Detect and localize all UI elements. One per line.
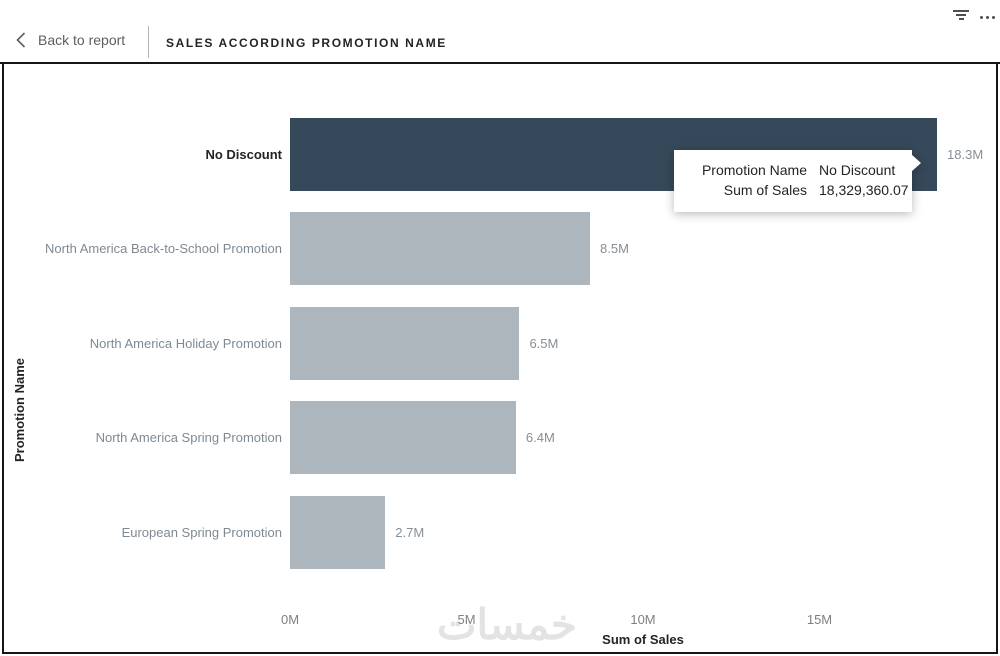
category-label: No Discount — [205, 146, 282, 162]
x-axis: Sum of Sales 0M 5M 10M 15M — [281, 612, 996, 652]
bar-value-label: 6.5M — [529, 335, 559, 351]
chevron-left-icon — [16, 32, 26, 48]
tooltip-row-value: No Discount — [819, 162, 896, 178]
page-title: SALES ACCORDING PROMOTION NAME — [166, 36, 447, 50]
header-divider — [148, 26, 149, 58]
chart-row: European Spring Promotion 2.7M — [4, 485, 1000, 580]
chart-row: North America Holiday Promotion 6.5M — [4, 296, 1000, 391]
chart-row: North America Spring Promotion 6.4M — [4, 391, 1000, 486]
bar[interactable] — [290, 306, 520, 380]
x-tick-label: 5M — [457, 612, 476, 627]
chart-row: North America Back-to-School Promotion 8.… — [4, 202, 1000, 297]
bar-value-label: 18.3M — [947, 146, 984, 162]
tooltip: Promotion Name No Discount Sum of Sales … — [674, 150, 921, 212]
category-label: European Spring Promotion — [121, 524, 282, 540]
bar-value-label: 6.4M — [525, 430, 555, 446]
category-label: North America Back-to-School Promotion — [45, 241, 282, 257]
tooltip-row-value: 18,329,360.07 — [819, 182, 909, 198]
x-tick-label: 15M — [806, 612, 833, 627]
tooltip-row-label: Promotion Name — [701, 162, 807, 178]
bar-chart: No Discount 18.3M North America Back-to-Sc… — [4, 107, 1000, 580]
bar[interactable] — [290, 401, 516, 475]
tooltip-arrow — [911, 154, 921, 172]
bar-track: 2.7M — [290, 495, 996, 569]
back-to-report-label: Back to report — [38, 32, 126, 48]
report-canvas: خمسات Promotion Name No Discount 18.3M Nor… — [2, 64, 998, 654]
tooltip-row-label: Sum of Sales — [723, 182, 807, 198]
bar[interactable] — [290, 212, 591, 286]
bar-value-label: 2.7M — [395, 524, 425, 540]
bar[interactable] — [290, 495, 386, 569]
filter-icon[interactable] — [950, 8, 972, 26]
back-to-report-button[interactable]: Back to report — [16, 32, 125, 48]
category-label: North America Spring Promotion — [95, 430, 282, 446]
more-options-icon[interactable] — [980, 8, 998, 26]
x-axis-title: Sum of Sales — [602, 632, 684, 647]
bar-track: 6.4M — [290, 401, 996, 475]
x-tick-label: 10M — [630, 612, 656, 627]
x-tick-label: 0M — [280, 612, 300, 627]
bar-value-label: 8.5M — [600, 241, 629, 257]
bar-track: 8.5M — [290, 212, 996, 286]
category-label: North America Holiday Promotion — [89, 335, 282, 351]
bar-track: 6.5M — [290, 306, 996, 380]
watermark: خمسات — [436, 601, 578, 648]
top-header-bar: Back to report SALES ACCORDING PROMOTION… — [0, 0, 1000, 64]
